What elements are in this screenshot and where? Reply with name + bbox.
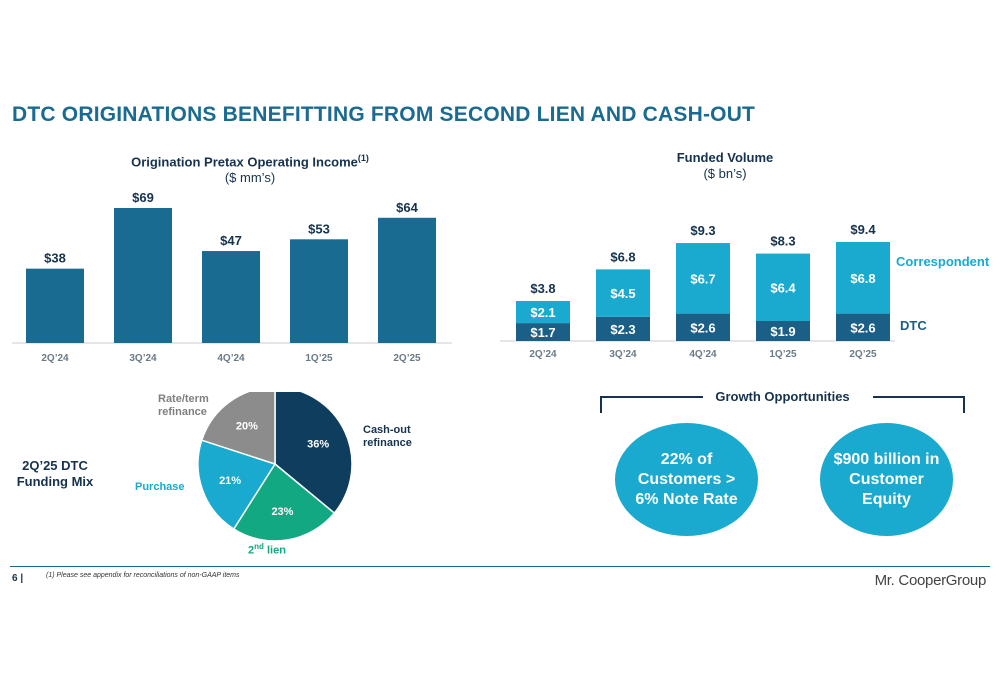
volume-bar-dtc (756, 320, 810, 341)
income-bar (290, 239, 348, 343)
volume-bar-dtc (836, 313, 890, 341)
pie-percent-label: 21% (219, 475, 241, 487)
volume-bar-correspondent (676, 243, 730, 314)
footnote: (1) Please see appendix for reconciliati… (46, 572, 240, 579)
income-tick-label: 2Q’24 (41, 353, 69, 364)
legend-correspondent: Correspondent (896, 254, 990, 269)
growth-bracket-gap (703, 390, 873, 402)
legend-dtc: DTC (900, 318, 927, 333)
growth-title: Growth Opportunities (715, 389, 850, 404)
volume-tick-label: 4Q’24 (689, 349, 717, 360)
income-tick-label: 1Q’25 (305, 353, 333, 364)
volume-total-label: $3.8 (530, 281, 555, 296)
pie-label-second-lien: 2nd lien (248, 542, 286, 557)
income-bar-chart: $38 2Q’24 $69 3Q’24 $47 4Q’24 $53 1Q’25 $64 2Q’25 (12, 190, 452, 364)
pie-slice (232, 462, 336, 542)
income-data-label: $47 (220, 233, 242, 248)
volume-dtc-label: $1.7 (530, 325, 555, 340)
growth-circle-customer-equity: $900 billion in Customer Equity (820, 423, 953, 536)
growth-circle-note-rate: 22% of Customers > 6% Note Rate (615, 423, 758, 536)
income-chart-subtitle: ($ mm’s) (224, 170, 276, 186)
income-tick-label: 2Q’25 (393, 353, 421, 364)
volume-total-label: $9.3 (690, 223, 715, 238)
volume-dtc-label: $2.6 (850, 320, 875, 335)
income-chart-title-sup: (1) (357, 153, 369, 163)
volume-tick-label: 3Q’24 (609, 349, 637, 360)
volume-dtc-label: $2.3 (610, 322, 635, 337)
pie-slice (274, 392, 353, 515)
pie-label-rate-term: Rate/term refinance (158, 393, 209, 418)
volume-tick-label: 2Q’25 (849, 349, 877, 360)
income-bar (114, 208, 172, 343)
volume-correspondent-label: $6.4 (770, 280, 796, 295)
pie-percent-label: 20% (236, 420, 258, 432)
income-bar (202, 251, 260, 343)
volume-correspondent-label: $2.1 (530, 305, 555, 320)
volume-bar-dtc (676, 313, 730, 341)
volume-tick-label: 1Q’25 (769, 349, 797, 360)
funding-mix-pie-chart: 36% 23% 21% 20% (197, 392, 353, 542)
volume-stacked-bar-chart: $1.7 $2.1 $3.8 2Q’24 $2.3 $4.5 $6.8 3Q’24 $2.6 $6… (500, 222, 990, 360)
company-logo: Mr. CooperGroup (874, 572, 987, 589)
slide-title: DTC ORIGINATIONS BENEFITTING FROM SECOND… (12, 103, 756, 126)
pie-percent-label: 23% (271, 506, 293, 518)
volume-bar-correspondent (756, 253, 810, 321)
income-chart-title: Origination Pretax Operating Income(1) (… (70, 150, 430, 186)
page-number: 6 | (12, 573, 24, 584)
pie-slice (197, 439, 277, 531)
footer-divider (10, 566, 990, 567)
volume-bar-correspondent (836, 242, 890, 314)
volume-bar-dtc (516, 323, 570, 341)
volume-correspondent-label: $4.5 (610, 286, 635, 301)
volume-bar-dtc (596, 316, 650, 341)
pie-slice (200, 392, 276, 466)
volume-chart-title: Funded Volume ($ bn’s) (600, 150, 850, 182)
pie-label-purchase: Purchase (135, 481, 185, 493)
income-data-label: $64 (396, 200, 418, 215)
volume-bar-correspondent (596, 269, 650, 317)
volume-dtc-label: $2.6 (690, 320, 715, 335)
volume-correspondent-label: $6.7 (690, 271, 715, 286)
volume-total-label: $8.3 (770, 234, 795, 249)
income-data-label: $69 (132, 190, 154, 205)
volume-chart-subtitle: ($ bn’s) (703, 166, 747, 181)
volume-tick-label: 2Q’24 (529, 349, 557, 360)
income-data-label: $53 (308, 221, 330, 236)
volume-dtc-label: $1.9 (770, 324, 795, 339)
volume-total-label: $6.8 (610, 249, 635, 264)
income-tick-label: 3Q’24 (129, 353, 157, 364)
pie-chart-title: 2Q’25 DTC Funding Mix (16, 458, 94, 489)
income-bar (378, 217, 436, 343)
income-chart-title-text: Origination Pretax Operating Income (131, 154, 358, 170)
volume-correspondent-label: $6.8 (850, 271, 875, 286)
pie-percent-label: 36% (307, 439, 329, 451)
income-bar (26, 268, 84, 343)
pie-label-cash-out: Cash-out refinance (363, 424, 412, 449)
income-data-label: $38 (44, 251, 66, 266)
income-tick-label: 4Q’24 (217, 353, 245, 364)
volume-bar-correspondent (516, 300, 570, 324)
volume-chart-title-text: Funded Volume (676, 150, 774, 165)
volume-total-label: $9.4 (850, 222, 876, 237)
